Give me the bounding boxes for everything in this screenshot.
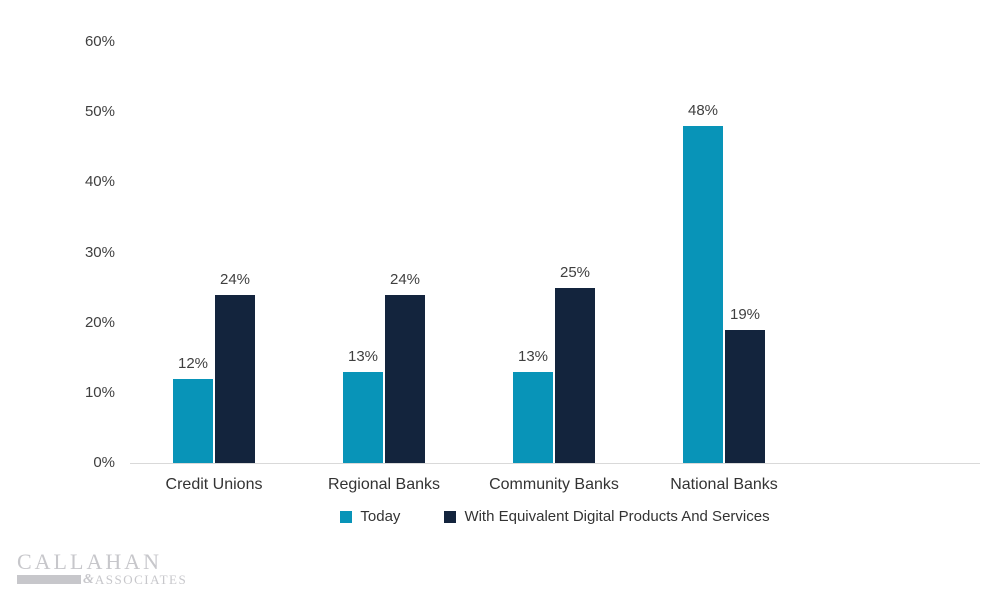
x-axis-line	[130, 463, 980, 464]
logo-second-row: & ASSOCIATES	[17, 572, 188, 587]
x-axis-category-community-banks: Community Banks	[489, 476, 619, 493]
logo-associates-text: ASSOCIATES	[94, 572, 188, 587]
y-axis-tick-50: 50%	[84, 103, 115, 121]
bar-regional-banks-series-0	[343, 371, 383, 463]
bar-value-label-national-banks-series-1: 19%	[729, 305, 761, 323]
y-axis-tick-0: 0%	[93, 454, 115, 471]
y-axis-tick-40: 40%	[84, 173, 115, 191]
x-axis-category-regional-banks: Regional Banks	[327, 476, 441, 493]
y-axis-tick-60: 60%	[84, 33, 115, 50]
y-axis-tick-20: 20%	[84, 313, 115, 331]
y-axis-tick-30: 30%	[84, 243, 115, 261]
legend-swatch-today-icon	[340, 510, 353, 523]
legend-label-equivalent-digital: With Equivalent Digital Products And Ser…	[464, 508, 770, 525]
bar-regional-banks-series-1	[385, 294, 425, 463]
bar-credit-unions-series-0	[173, 378, 213, 463]
callahan-logo: CALLAHAN & ASSOCIATES	[17, 549, 188, 587]
legend-label-today: Today	[360, 508, 401, 525]
bar-value-label-credit-unions-series-0: 12%	[177, 354, 209, 372]
chart-legend: Today With Equivalent Digital Products A…	[130, 507, 980, 526]
logo-bar-shape	[17, 575, 81, 584]
logo-ampersand: &	[83, 572, 94, 587]
bar-value-label-regional-banks-series-1: 24%	[389, 270, 421, 288]
bar-value-label-national-banks-series-0: 48%	[687, 102, 719, 120]
bar-national-banks-series-0	[683, 126, 723, 463]
bar-value-label-community-banks-series-0: 13%	[517, 347, 549, 365]
bar-credit-unions-series-1	[215, 294, 255, 463]
bar-national-banks-series-1	[725, 329, 765, 463]
bar-value-label-credit-unions-series-1: 24%	[219, 270, 251, 288]
bar-community-banks-series-0	[513, 371, 553, 463]
bar-value-label-community-banks-series-1: 25%	[559, 263, 591, 281]
x-axis-category-credit-unions: Credit Unions	[165, 476, 263, 493]
y-axis-tick-10: 10%	[84, 383, 115, 401]
bar-community-banks-series-1	[555, 287, 595, 463]
legend-item-today: Today	[340, 507, 400, 526]
legend-swatch-equivalent-digital-icon	[444, 510, 457, 523]
legend-item-equivalent-digital: With Equivalent Digital Products And Ser…	[444, 507, 770, 526]
logo-callahan-text: CALLAHAN	[17, 549, 162, 574]
bar-value-label-regional-banks-series-0: 13%	[347, 347, 379, 365]
x-axis-category-national-banks: National Banks	[670, 476, 778, 493]
